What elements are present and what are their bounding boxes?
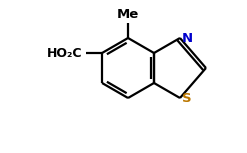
Text: S: S <box>182 91 192 104</box>
Text: N: N <box>182 32 193 45</box>
Text: Me: Me <box>117 8 139 21</box>
Text: HO₂C: HO₂C <box>46 47 82 60</box>
